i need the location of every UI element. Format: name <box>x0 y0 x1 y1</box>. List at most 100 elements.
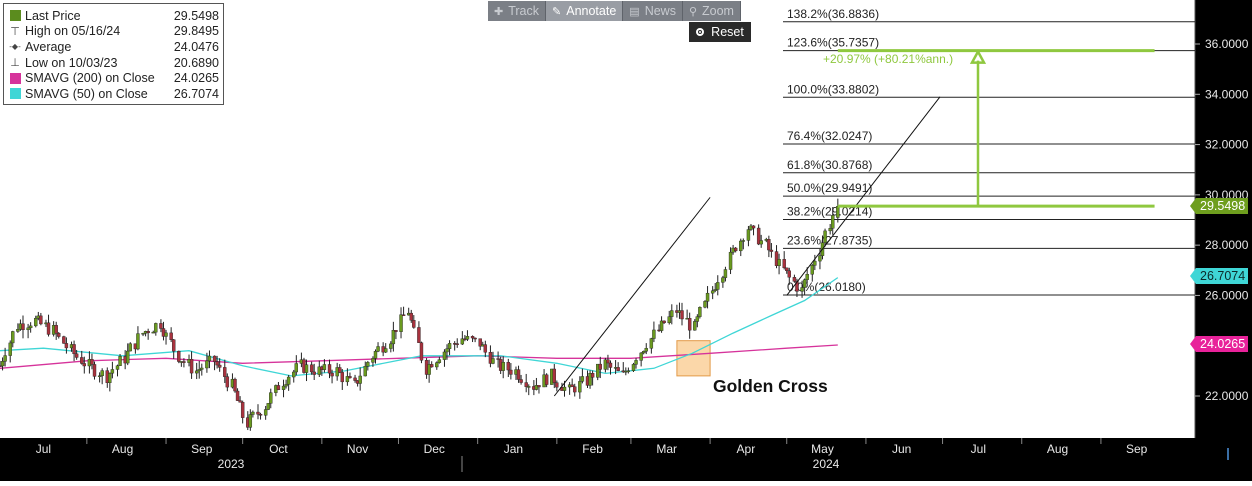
price-bar-body <box>376 346 380 352</box>
price-bar-body <box>294 363 299 373</box>
price-bar-body <box>634 360 638 365</box>
x-month-label: Sep <box>1126 442 1148 456</box>
legend-swatch <box>9 88 21 100</box>
price-bar-body <box>596 363 600 378</box>
price-bar-body <box>240 402 245 418</box>
y-tick-label: 26.0000 <box>1205 288 1249 302</box>
price-bar-body <box>304 364 309 373</box>
price-bar-body <box>478 338 482 347</box>
price-bar-body <box>128 343 132 352</box>
price-bar-body <box>340 372 344 383</box>
legend-label: Last Price <box>25 8 81 23</box>
price-bar-body <box>223 367 227 377</box>
price-bar-body <box>813 260 817 266</box>
y-tick-label: 36.0000 <box>1205 37 1249 51</box>
price-bar-body <box>713 289 717 291</box>
price-bar-body <box>345 376 350 383</box>
toolbar-zoom-button[interactable]: ⚲ Zoom <box>683 1 741 21</box>
price-bar-body <box>442 351 447 360</box>
price-bar-body <box>419 342 424 361</box>
golden-cross-label: Golden Cross <box>713 376 828 396</box>
y-axis-panel <box>1195 0 1252 481</box>
price-bar-body <box>631 364 636 371</box>
fib-label: 61.8%(30.8768) <box>787 158 872 172</box>
price-bar-body <box>667 316 671 324</box>
legend-row: ⊤ High on 05/16/24 29.8495 <box>8 24 219 40</box>
trend-line <box>786 96 941 296</box>
price-bar-body <box>828 228 832 232</box>
price-bar-body <box>39 315 43 325</box>
toolbar-track-button[interactable]: ✚ Track <box>488 1 547 21</box>
price-bar-body <box>496 358 500 360</box>
price-bar-body <box>739 240 743 252</box>
x-month-label: Dec <box>424 442 445 456</box>
legend-row: -◆- Average 24.0476 <box>8 39 219 55</box>
price-bar-body <box>680 310 684 320</box>
x-axis-panel <box>0 438 1195 481</box>
price-bar-body <box>552 368 556 383</box>
price-bar-body <box>194 370 199 374</box>
price-bar-body <box>110 369 115 374</box>
price-bar-body <box>373 351 378 359</box>
legend-label: SMAVG (50) on Close <box>25 86 148 101</box>
price-bar-body <box>115 365 120 370</box>
fib-label: 0.0%(26.0180) <box>787 280 866 294</box>
legend-value: 20.6890 <box>173 55 219 70</box>
price-bar-body <box>774 251 779 266</box>
y-tick-label: 34.0000 <box>1205 87 1249 101</box>
toolbar-button-label: News <box>644 4 676 18</box>
price-bar-body <box>281 385 286 390</box>
price-bar-body <box>705 292 710 302</box>
price-bar-body <box>831 215 835 229</box>
toolbar-button-label: Track <box>508 4 540 18</box>
price-bar-body <box>217 364 222 368</box>
reset-button[interactable]: Reset <box>689 22 751 42</box>
price-bar-body <box>483 344 488 353</box>
price-bar-body <box>28 325 33 329</box>
x-month-label: Aug <box>112 442 133 456</box>
price-bar-body <box>588 373 592 386</box>
toolbar-annotate-button[interactable]: ✎ Annotate <box>546 1 624 21</box>
price-bar-body <box>524 382 528 387</box>
price-bar-body <box>767 239 771 251</box>
price-bar-body <box>506 362 511 371</box>
price-bar-body <box>371 358 375 363</box>
price-bar-body <box>641 350 646 354</box>
price-bar-body <box>358 375 362 384</box>
price-bar-body <box>417 327 421 343</box>
price-bar-body <box>777 259 781 266</box>
price-bar-body <box>733 247 738 252</box>
price-bar-body <box>728 251 733 270</box>
price-bar-body <box>171 339 176 352</box>
x-month-label: Jul <box>36 442 51 456</box>
legend-swatch <box>9 10 21 22</box>
price-bar-body <box>34 317 38 327</box>
price-bar-body <box>205 360 209 369</box>
fib-label: 138.2%(36.8836) <box>787 7 879 21</box>
reset-label: Reset <box>711 25 744 39</box>
price-bar-body <box>292 371 296 378</box>
y-tick-label: 32.0000 <box>1205 138 1249 152</box>
price-bar-body <box>62 336 66 344</box>
price-bar-body <box>399 314 403 332</box>
legend-panel: Last Price 29.5498 ⊤ High on 05/16/24 29.849… <box>3 3 224 105</box>
fib-label: 38.2%(29.0214) <box>787 204 872 218</box>
price-bar-body <box>509 369 513 375</box>
toolbar-news-button[interactable]: ▤ News <box>623 1 683 21</box>
price-bar-body <box>207 355 212 362</box>
price-bar-body <box>649 338 654 349</box>
price-bar-body <box>741 240 746 242</box>
price-bar-body <box>693 321 697 331</box>
price-bar-body <box>108 372 112 383</box>
price-bar-body <box>64 343 69 349</box>
price-bar-body <box>8 342 12 356</box>
price-bar-body <box>580 376 585 382</box>
price-bar-body <box>159 323 163 329</box>
fib-label: 123.6%(35.7357) <box>787 36 879 50</box>
price-bar-body <box>16 329 20 332</box>
x-month-label: Jul <box>971 442 986 456</box>
legend-label: SMAVG (200) on Close <box>25 71 155 86</box>
price-bar-body <box>169 332 173 340</box>
